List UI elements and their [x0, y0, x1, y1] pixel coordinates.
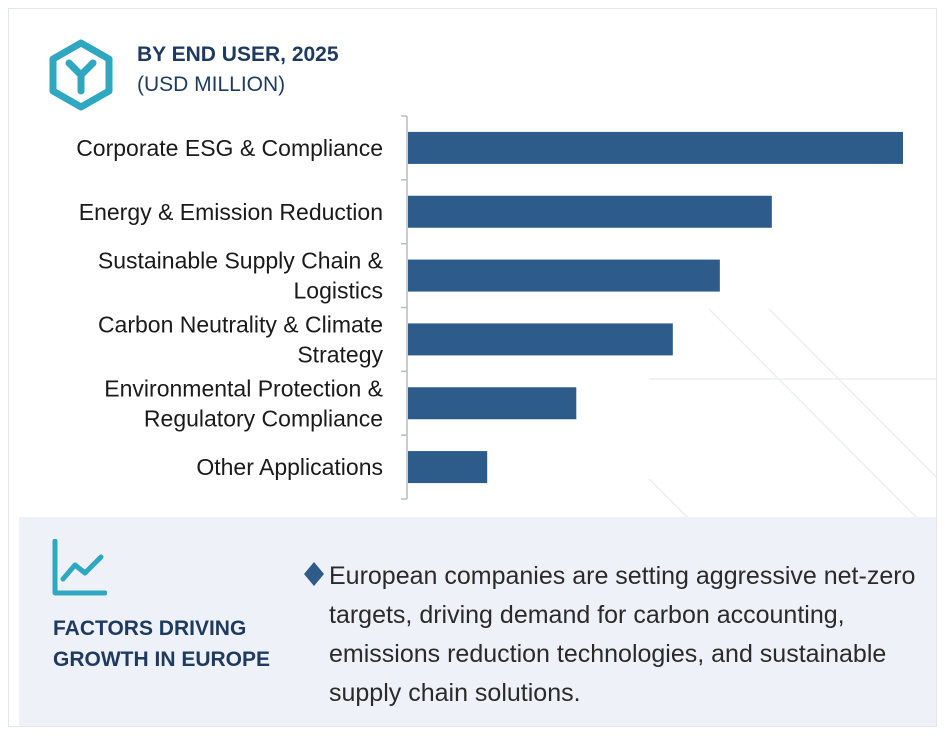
category-label: Energy & Emission Reduction	[79, 199, 383, 225]
category-label: Other Applications	[196, 454, 383, 480]
category-label-line: Logistics	[294, 278, 383, 304]
factors-title: FACTORS DRIVING GROWTH IN EUROPE	[53, 617, 271, 671]
factors-panel: FACTORS DRIVING GROWTH IN EUROPE Europea…	[19, 517, 936, 726]
bar	[408, 323, 673, 356]
chart-subtitle: (USD MILLION)	[137, 73, 286, 96]
category-label-line: Sustainable Supply Chain &	[98, 248, 383, 274]
diamond-bullet-icon	[304, 562, 324, 586]
category-label-line: Other Applications	[196, 454, 383, 480]
category-label-line: Corporate ESG & Compliance	[76, 135, 383, 161]
category-label: Sustainable Supply Chain & Logistics	[98, 248, 383, 304]
bar	[408, 259, 720, 292]
background-decoration	[609, 308, 936, 726]
category-label-line: Regulatory Compliance	[144, 405, 383, 431]
category-label-line: Environmental Protection &	[104, 375, 383, 401]
trend-line-icon	[52, 539, 107, 596]
bar	[408, 195, 772, 228]
bar	[408, 131, 903, 164]
factors-text: European companies are setting aggressiv…	[329, 562, 916, 707]
bar	[408, 387, 577, 420]
category-label-line: Energy & Emission Reduction	[79, 199, 383, 225]
category-label: Environmental Protection & Regulatory Com…	[104, 375, 383, 431]
bar-chart: Corporate ESG & Compliance Energy & Emiss…	[76, 115, 903, 500]
category-label-line: Carbon Neutrality & Climate	[98, 311, 383, 337]
category-label: Carbon Neutrality & Climate Strategy	[98, 311, 384, 367]
category-label: Corporate ESG & Compliance	[76, 135, 383, 161]
bar	[408, 451, 488, 484]
hexagon-y-logo-icon	[49, 39, 113, 111]
chart-title: BY END USER, 2025	[137, 43, 339, 66]
category-label-line: Strategy	[297, 341, 383, 367]
infographic-card: BY END USER, 2025 (USD MILLION) Corporat…	[8, 8, 937, 727]
